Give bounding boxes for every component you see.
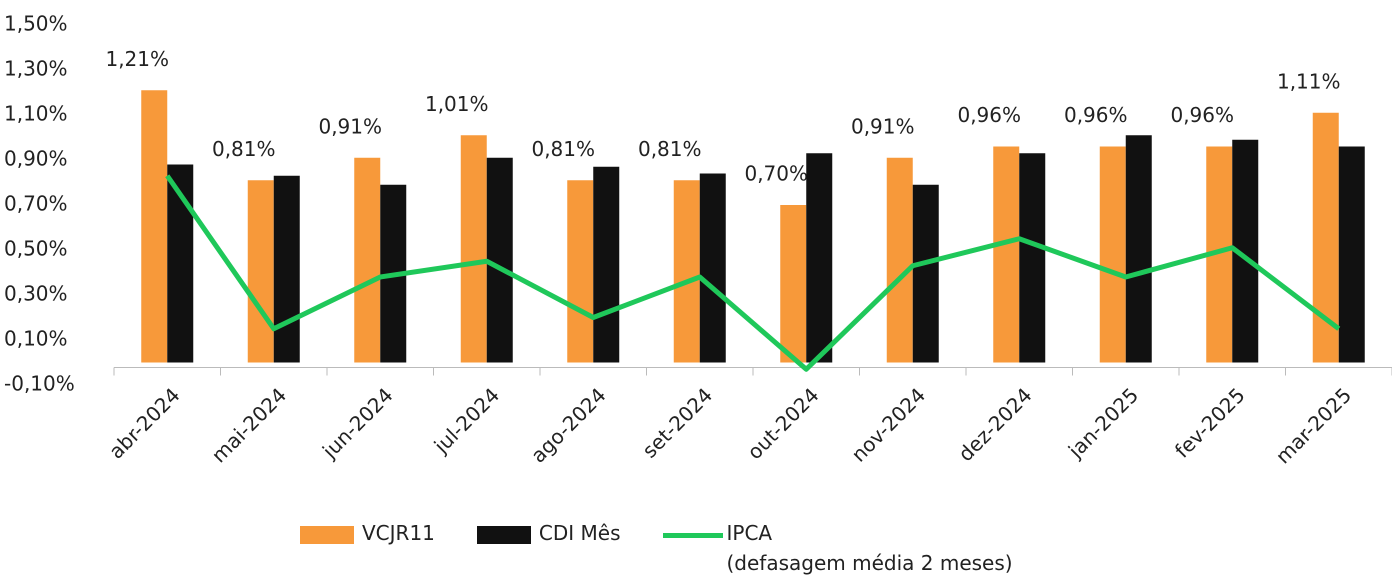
bar bbox=[673, 180, 700, 363]
legend: VCJR11 CDI Mês IPCA (defasagem média 2 mes… bbox=[300, 521, 1055, 578]
legend-item: VCJR11 bbox=[300, 521, 435, 548]
x-tick-label: dez-2024 bbox=[954, 383, 1037, 466]
bar bbox=[247, 180, 274, 363]
y-tick-label: 0,10% bbox=[4, 327, 68, 351]
legend-swatch bbox=[662, 533, 723, 538]
x-tick-label: set-2024 bbox=[637, 383, 717, 463]
x-tick-label: out-2024 bbox=[742, 383, 823, 464]
legend-swatch bbox=[476, 526, 531, 544]
x-tick-label: fev-2025 bbox=[1170, 383, 1250, 463]
x-tick-label: mai-2024 bbox=[207, 383, 291, 467]
data-label: 0,96% bbox=[957, 103, 1021, 127]
bar bbox=[593, 166, 620, 363]
x-tick-label: jun-2024 bbox=[317, 383, 398, 464]
data-label: 0,81% bbox=[212, 137, 276, 161]
data-label: 0,70% bbox=[744, 162, 808, 186]
bar bbox=[993, 146, 1020, 363]
line bbox=[165, 174, 1341, 372]
bar bbox=[1125, 135, 1152, 363]
y-tick-label: 0,70% bbox=[4, 192, 68, 216]
legend-swatch bbox=[300, 526, 354, 544]
legend-label: CDI Mês bbox=[538, 521, 621, 545]
data-label: 1,21% bbox=[105, 47, 169, 71]
y-tick-label: -0,10% bbox=[4, 372, 75, 396]
legend-label: IPCA (defasagem média 2 meses) bbox=[726, 521, 1013, 575]
bar bbox=[780, 205, 807, 363]
legend-item: IPCA (defasagem média 2 meses) bbox=[662, 521, 1013, 578]
legend-label: VCJR11 bbox=[362, 521, 435, 545]
bar bbox=[141, 90, 168, 363]
bar bbox=[912, 184, 939, 363]
bar bbox=[1338, 146, 1365, 363]
bar bbox=[486, 157, 513, 363]
x-tick-label: ago-2024 bbox=[526, 383, 611, 468]
bar bbox=[567, 180, 594, 363]
bar bbox=[1099, 146, 1126, 363]
x-tick-label: nov-2024 bbox=[847, 383, 931, 467]
y-tick-label: 0,90% bbox=[4, 147, 68, 171]
x-tick-label: mar-2025 bbox=[1271, 383, 1356, 468]
data-label: 0,91% bbox=[851, 114, 915, 138]
x-tick-label: jan-2025 bbox=[1063, 383, 1143, 463]
bar bbox=[699, 173, 726, 363]
legend-item: CDI Mês bbox=[476, 521, 621, 548]
bar bbox=[1019, 153, 1046, 363]
bar bbox=[460, 135, 487, 363]
bar bbox=[354, 157, 381, 363]
x-tick-label: jul-2024 bbox=[429, 383, 505, 459]
data-label: 0,96% bbox=[1170, 103, 1234, 127]
bar bbox=[886, 157, 913, 363]
data-label: 0,81% bbox=[531, 137, 595, 161]
bar bbox=[273, 175, 300, 363]
data-label: 1,11% bbox=[1277, 69, 1341, 93]
y-tick-label: 0,50% bbox=[4, 237, 68, 261]
data-label: 0,96% bbox=[1064, 103, 1128, 127]
y-tick-label: 0,30% bbox=[4, 282, 68, 306]
data-label: 0,81% bbox=[638, 137, 702, 161]
y-tick-label: 1,50% bbox=[4, 12, 68, 36]
y-tick-label: 1,30% bbox=[4, 57, 68, 81]
y-tick-label: 1,10% bbox=[4, 102, 68, 126]
x-tick-label: abr-2024 bbox=[104, 383, 185, 464]
bar bbox=[806, 153, 833, 363]
data-label: 0,91% bbox=[318, 114, 382, 138]
data-label: 1,01% bbox=[425, 92, 489, 116]
